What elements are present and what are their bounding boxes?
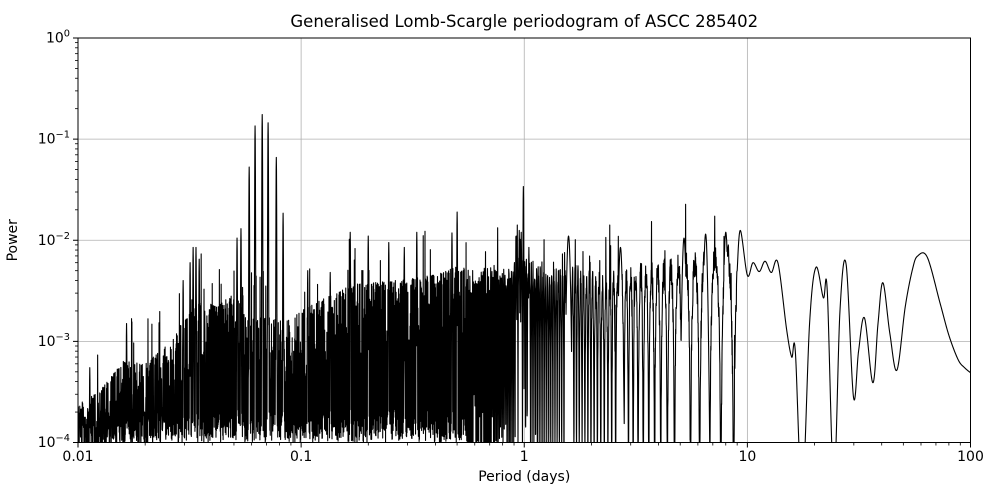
y-tick-label: 10−1: [38, 130, 70, 148]
x-tick-label: 1: [520, 449, 529, 465]
y-tick-label: 10−2: [38, 231, 70, 249]
series-layer: [78, 114, 971, 443]
x-tick-label: 10: [738, 449, 756, 465]
y-axis-label: Power: [5, 219, 21, 262]
y-tick-label: 10−3: [38, 332, 70, 350]
x-tick-label: 100: [957, 449, 984, 465]
x-tick-label: 0.01: [62, 449, 93, 465]
y-tick-label: 100: [46, 29, 70, 47]
label-layer: Generalised Lomb-Scargle periodogram of …: [5, 12, 758, 485]
tick-layer: 0.01 0.1 1 10 100 100 10−1 10−2 10−3 10−4: [38, 29, 984, 466]
y-tick-label: 10−4: [38, 433, 70, 451]
chart-title: Generalised Lomb-Scargle periodogram of …: [290, 12, 758, 31]
periodogram-line: [78, 114, 971, 443]
x-axis-label: Period (days): [478, 469, 570, 485]
x-tick-label: 0.1: [290, 449, 312, 465]
